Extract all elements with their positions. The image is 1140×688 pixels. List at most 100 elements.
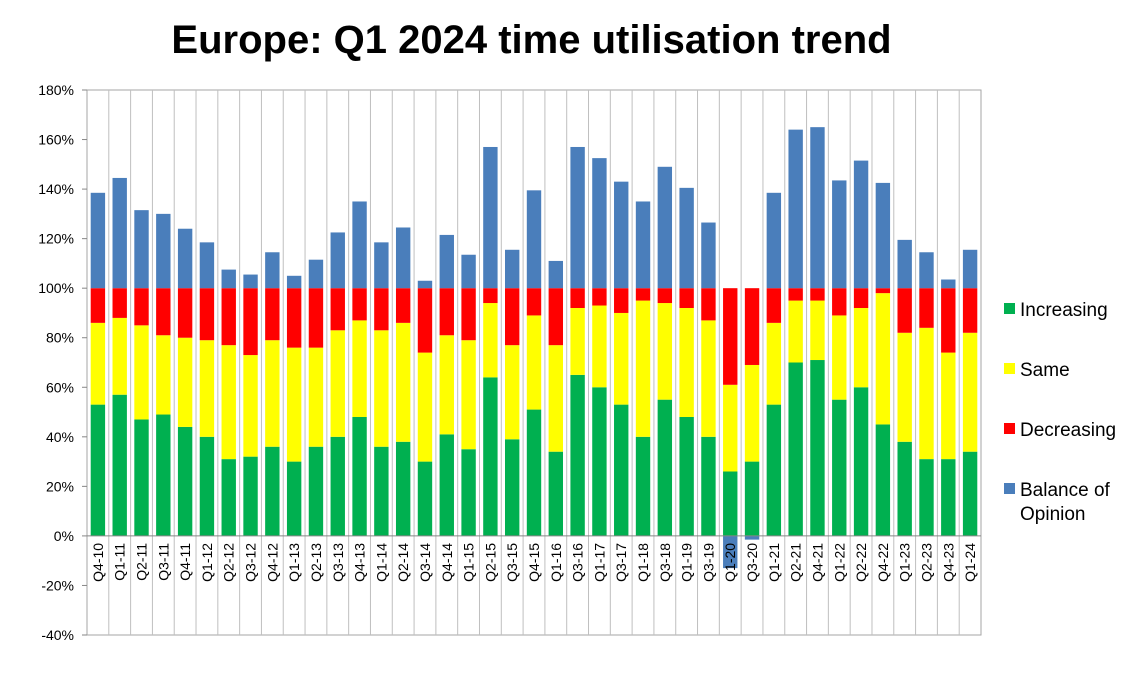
bar-balance-of-opinion	[112, 177, 127, 289]
bar-same	[504, 345, 520, 440]
bar-same	[112, 317, 127, 395]
bar-decreasing	[635, 288, 651, 301]
legend-label: Balance of Opinion	[1020, 480, 1111, 525]
bar-same	[941, 352, 956, 460]
x-tick-label: Q2-15	[482, 543, 498, 582]
bar-same	[461, 340, 476, 450]
bar-same	[875, 293, 891, 425]
bar-decreasing	[134, 288, 149, 326]
x-tick-label: Q1-15	[461, 543, 477, 582]
x-tick-label: Q1-20	[722, 543, 738, 582]
bar-increasing	[112, 394, 127, 536]
bar-balance-of-opinion	[461, 254, 476, 289]
bar-increasing	[614, 404, 629, 536]
x-tick-label: Q4-15	[526, 543, 542, 582]
bar-increasing	[526, 409, 542, 536]
bar-decreasing	[112, 288, 127, 318]
bar-same	[766, 322, 782, 405]
x-tick-label: Q1-21	[766, 543, 782, 582]
bar-decreasing	[657, 288, 673, 304]
x-tick-label: Q4-21	[809, 543, 825, 582]
bar-same	[483, 303, 498, 378]
bar-balance-of-opinion	[221, 269, 236, 289]
bar-balance-of-opinion	[592, 158, 607, 289]
x-tick-label: Q2-12	[221, 543, 237, 582]
bar-increasing	[483, 377, 498, 536]
bar-balance-of-opinion	[504, 249, 520, 289]
bar-balance-of-opinion	[439, 234, 454, 289]
bar-same	[897, 332, 912, 442]
bar-same	[592, 305, 607, 388]
bar-decreasing	[810, 288, 825, 301]
bar-decreasing	[962, 288, 978, 333]
x-tick-label: Q1-12	[199, 543, 215, 582]
bar-balance-of-opinion	[962, 249, 978, 289]
bar-decreasing	[265, 288, 280, 341]
legend-swatch	[1004, 303, 1015, 314]
bar-decreasing	[374, 288, 389, 331]
bar-same	[286, 347, 302, 462]
y-tick-label: 0%	[54, 528, 74, 544]
bar-balance-of-opinion	[483, 146, 498, 289]
x-tick-label: Q4-13	[352, 543, 368, 582]
bar-same	[308, 347, 324, 447]
bar-same	[810, 300, 825, 361]
y-tick-label: 180%	[38, 82, 74, 98]
bar-balance-of-opinion	[548, 260, 564, 289]
y-tick-label: -20%	[41, 577, 74, 593]
bar-increasing	[592, 387, 607, 536]
bar-balance-of-opinion	[788, 129, 803, 289]
x-tick-label: Q3-18	[657, 543, 673, 582]
bar-same	[853, 308, 869, 388]
bar-balance-of-opinion	[417, 280, 433, 289]
x-tick-label: Q1-24	[962, 543, 978, 582]
bar-balance-of-opinion	[177, 228, 193, 289]
bar-increasing	[875, 424, 891, 536]
bar-same	[374, 330, 389, 447]
y-tick-label: 120%	[38, 231, 74, 247]
bar-decreasing	[788, 288, 803, 301]
bar-decreasing	[90, 288, 106, 323]
bar-increasing	[352, 417, 367, 536]
bar-increasing	[701, 436, 716, 536]
bar-increasing	[919, 459, 934, 536]
bar-increasing	[417, 461, 433, 536]
x-tick-label: Q2-13	[308, 543, 324, 582]
bar-decreasing	[417, 288, 433, 353]
bar-decreasing	[221, 288, 236, 346]
bar-decreasing	[439, 288, 454, 336]
bar-balance-of-opinion	[199, 242, 215, 289]
bar-increasing	[810, 360, 825, 536]
x-tick-label: Q4-12	[264, 543, 280, 582]
legend-layer: Increasing Same Decreasing Balance of Opinio…	[1004, 300, 1116, 525]
x-tick-label: Q4-14	[439, 543, 455, 582]
x-tick-label: Q1-18	[635, 543, 651, 582]
bar-increasing	[635, 436, 651, 536]
bar-balance-of-opinion	[265, 252, 280, 289]
bar-same	[156, 335, 171, 415]
bar-same	[265, 340, 280, 447]
x-tick-label: Q3-16	[570, 543, 586, 582]
bar-balance-of-opinion	[853, 160, 869, 289]
bar-balance-of-opinion	[90, 192, 106, 289]
x-tick-label: Q2-11	[134, 543, 150, 581]
bar-balance-of-opinion	[744, 535, 760, 540]
bar-balance-of-opinion	[701, 222, 716, 289]
x-tick-label: Q1-14	[373, 543, 389, 582]
bar-increasing	[156, 414, 171, 536]
bar-increasing	[439, 434, 454, 536]
legend-swatch	[1004, 423, 1015, 434]
bar-same	[657, 303, 673, 400]
x-tick-label: Q3-13	[330, 543, 346, 582]
bar-balance-of-opinion	[352, 201, 367, 289]
bar-same	[221, 345, 236, 460]
bar-increasing	[395, 441, 411, 536]
bar-same	[832, 315, 847, 400]
x-tick-label: Q3-20	[744, 543, 760, 582]
bar-increasing	[374, 446, 389, 536]
y-tick-label: 40%	[46, 429, 74, 445]
bar-same	[199, 340, 215, 437]
bar-balance-of-opinion	[723, 535, 738, 569]
legend-swatch	[1004, 483, 1015, 494]
